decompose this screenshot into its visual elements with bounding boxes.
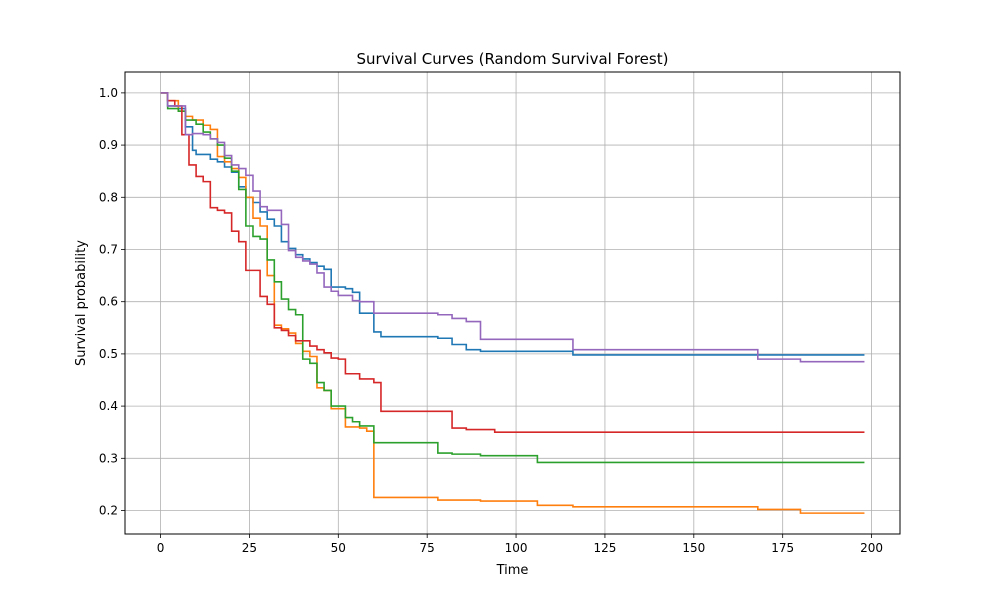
x-tick-label: 50 xyxy=(331,541,346,555)
x-tick-label: 125 xyxy=(593,541,616,555)
y-tick-label: 0.7 xyxy=(99,242,118,256)
x-tick-label: 200 xyxy=(860,541,883,555)
x-tick-label: 100 xyxy=(505,541,528,555)
y-tick-label: 1.0 xyxy=(99,86,118,100)
axis-ticks: 0 25 50 75 100 125 150 175 200 0.2 0.3 0.4 0.5 0.6 0.7… xyxy=(99,86,883,555)
y-tick-label: 0.2 xyxy=(99,504,118,518)
x-tick-label: 25 xyxy=(242,541,257,555)
y-tick-label: 0.6 xyxy=(99,295,118,309)
x-tick-label: 75 xyxy=(420,541,435,555)
y-tick-label: 0.5 xyxy=(99,347,118,361)
y-tick-label: 0.8 xyxy=(99,190,118,204)
survival-curve-3 xyxy=(160,92,865,464)
chart-title: Survival Curves (Random Survival Forest) xyxy=(357,50,669,68)
y-tick-label: 0.4 xyxy=(99,399,118,413)
y-tick-label: 0.9 xyxy=(99,138,118,152)
survival-curve-5 xyxy=(160,92,865,363)
grid xyxy=(125,72,900,534)
y-tick-label: 0.3 xyxy=(99,451,118,465)
series-lines xyxy=(160,92,865,514)
survival-curve-4 xyxy=(160,92,865,433)
x-axis-label: Time xyxy=(496,563,529,578)
x-tick-label: 150 xyxy=(682,541,705,555)
plot-frame xyxy=(124,71,901,535)
y-axis-label: Survival probability xyxy=(74,240,89,366)
x-tick-label: 175 xyxy=(771,541,794,555)
x-tick-label: 0 xyxy=(157,541,165,555)
